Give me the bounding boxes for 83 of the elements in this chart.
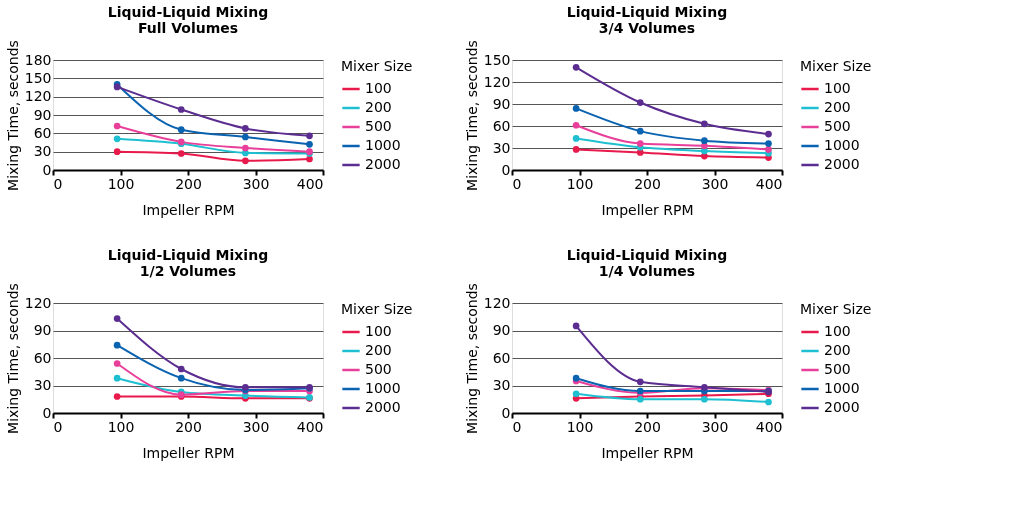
y-tick-label: 60 [33, 349, 52, 366]
x-tick-label: 0 [512, 418, 522, 435]
y-tick-label: 150 [24, 69, 52, 86]
legend-label: 500 [365, 118, 392, 134]
legend-label: 500 [824, 118, 851, 134]
chart-title: Liquid-Liquid Mixing [107, 3, 269, 20]
x-axis-title: Impeller RPM [601, 444, 694, 461]
y-axis-title: Mixing Time, seconds [463, 283, 480, 434]
legend-label: 1000 [365, 137, 401, 153]
x-tick-label: 400 [296, 175, 324, 192]
x-tick-label: 400 [755, 418, 783, 435]
legend-label: 100 [824, 80, 851, 96]
chart-subtitle: 1/4 Volumes [598, 262, 696, 279]
x-tick-label: 100 [566, 175, 594, 192]
y-tick-label: 30 [33, 377, 52, 393]
x-tick-label: 0 [53, 418, 63, 435]
x-tick-label: 300 [242, 175, 270, 192]
x-tick-label: 300 [242, 418, 270, 435]
legend-label: 1000 [365, 380, 401, 396]
y-tick-label: 180 [24, 51, 52, 68]
legend-label: 100 [365, 80, 392, 96]
legend-label: 500 [824, 361, 851, 377]
x-tick-label: 200 [634, 418, 661, 435]
x-tick-label: 100 [107, 418, 135, 435]
x-tick-label: 200 [634, 175, 661, 192]
y-tick-label: 30 [33, 143, 52, 160]
legend-label: 1000 [824, 137, 860, 153]
x-tick-label: 400 [755, 175, 783, 192]
x-tick-label: 300 [701, 175, 729, 192]
chart-title: Liquid-Liquid Mixing [566, 3, 728, 20]
chart-subtitle: Full Volumes [137, 19, 239, 36]
legend-title: Mixer Size [341, 58, 413, 74]
y-tick-label: 90 [492, 322, 511, 338]
y-tick-label: 150 [483, 51, 511, 68]
legend-title: Mixer Size [341, 301, 413, 317]
legend-label: 200 [365, 99, 392, 115]
legend-label: 500 [365, 361, 392, 377]
y-tick-label: 90 [33, 106, 52, 123]
y-tick-label: 120 [483, 294, 511, 311]
x-tick-label: 200 [175, 418, 202, 435]
y-tick-label: 120 [24, 294, 52, 311]
y-tick-label: 120 [483, 73, 511, 90]
x-tick-label: 100 [566, 418, 594, 435]
y-tick-label: 30 [492, 377, 511, 393]
y-tick-label: 0 [42, 404, 52, 421]
x-tick-label: 400 [296, 418, 324, 435]
y-tick-label: 90 [33, 322, 52, 338]
legend-label: 200 [824, 99, 851, 115]
y-tick-label: 60 [492, 117, 511, 134]
y-tick-label: 30 [492, 139, 511, 156]
x-axis-title: Impeller RPM [142, 444, 235, 461]
chart-title: Liquid-Liquid Mixing [107, 246, 269, 263]
x-tick-label: 0 [512, 175, 522, 192]
y-tick-label: 90 [492, 95, 511, 112]
chart-title: Liquid-Liquid Mixing [566, 246, 728, 263]
x-tick-label: 0 [53, 175, 63, 192]
y-tick-label: 60 [33, 124, 52, 141]
x-tick-label: 300 [701, 418, 729, 435]
legend-label: 2000 [365, 156, 401, 172]
legend-label: 2000 [365, 399, 401, 415]
legend-title: Mixer Size [800, 58, 872, 74]
legend-label: 2000 [824, 399, 860, 415]
legend-label: 1000 [824, 380, 860, 396]
y-axis-title: Mixing Time, seconds [463, 40, 480, 191]
legend-label: 100 [824, 323, 851, 339]
chart-subtitle: 3/4 Volumes [598, 19, 696, 36]
legend-label: 2000 [824, 156, 860, 172]
y-axis-title: Mixing Time, seconds [4, 283, 21, 434]
x-tick-label: 100 [107, 175, 135, 192]
chart-subtitle: 1/2 Volumes [139, 262, 237, 279]
legend-label: 200 [365, 342, 392, 358]
y-tick-label: 0 [501, 161, 511, 178]
x-tick-label: 200 [175, 175, 202, 192]
y-tick-label: 0 [42, 161, 52, 178]
legend-title: Mixer Size [800, 301, 872, 317]
x-axis-title: Impeller RPM [601, 201, 694, 218]
legend-label: 100 [365, 323, 392, 339]
x-axis-title: Impeller RPM [142, 201, 235, 218]
y-tick-label: 0 [501, 404, 511, 421]
y-axis-title: Mixing Time, seconds [4, 40, 21, 191]
y-tick-label: 120 [24, 88, 52, 105]
legend-label: 200 [824, 342, 851, 358]
y-tick-label: 60 [492, 349, 511, 366]
